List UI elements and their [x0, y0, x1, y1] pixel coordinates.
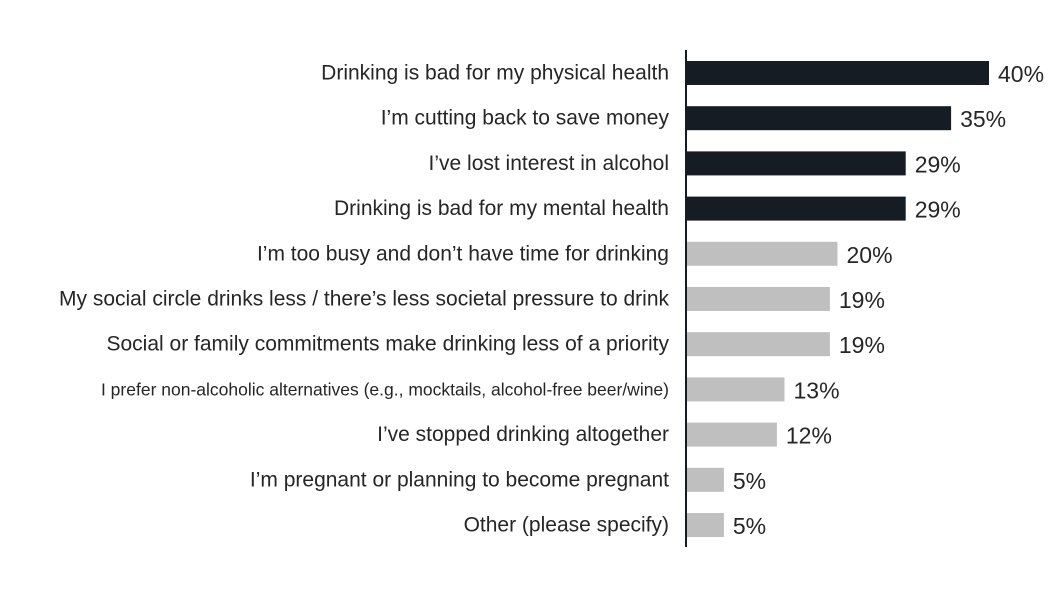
bars-layer [686, 61, 989, 537]
value-label: 35% [960, 106, 1006, 132]
category-label: I’m pregnant or planning to become pregn… [250, 468, 669, 491]
value-labels: 40% 35% 29% 29% 20% 19% 19% 13% 12% 5% 5% [733, 61, 1044, 539]
bar [686, 241, 838, 266]
value-label: 29% [915, 197, 961, 223]
value-label: 40% [998, 61, 1044, 87]
bar [686, 332, 830, 357]
category-label: Drinking is bad for my mental health [334, 197, 669, 220]
bar [686, 61, 989, 85]
category-labels: Drinking is bad for my physical health I’… [59, 62, 669, 537]
category-label: Social or family commitments make drinki… [106, 333, 669, 356]
category-label: My social circle drinks less / there’s l… [59, 288, 669, 311]
value-label: 12% [786, 423, 832, 449]
value-label: 29% [915, 151, 961, 177]
category-label: I’ve lost interest in alcohol [429, 152, 669, 175]
value-label: 19% [839, 287, 885, 313]
category-label: Drinking is bad for my physical health [321, 62, 669, 85]
value-label: 5% [733, 468, 766, 494]
bar [686, 422, 777, 447]
bar [686, 467, 724, 492]
category-label: I’m too busy and don’t have time for dri… [257, 242, 669, 265]
category-label: Other (please specify) [464, 514, 669, 537]
bar [686, 377, 785, 402]
category-label: I’m cutting back to save money [381, 107, 670, 130]
bar [686, 287, 830, 311]
bar [686, 106, 952, 131]
value-label: 20% [847, 242, 893, 268]
value-label: 5% [733, 513, 766, 539]
category-label: I’ve stopped drinking altogether [377, 423, 669, 446]
bar [686, 196, 906, 221]
bar [686, 513, 724, 537]
value-label: 19% [839, 332, 885, 358]
bar [686, 151, 906, 176]
category-label: I prefer non-alcoholic alternatives (e.g… [101, 379, 669, 399]
value-label: 13% [794, 377, 840, 403]
